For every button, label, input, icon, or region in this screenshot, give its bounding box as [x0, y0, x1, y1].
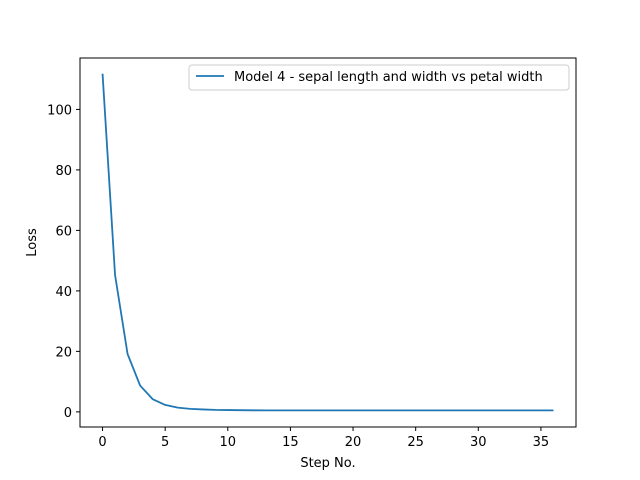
x-tick-label: 30: [470, 435, 487, 450]
x-tick-label: 10: [220, 435, 237, 450]
x-axis-label: Step No.: [300, 456, 355, 471]
y-tick-label: 100: [47, 103, 72, 118]
x-tick-label: 0: [98, 435, 106, 450]
y-tick-label: 20: [55, 345, 72, 360]
legend-box: [188, 64, 570, 91]
x-tick-label: 5: [161, 435, 169, 450]
y-axis-label: Loss: [25, 228, 40, 257]
y-tick-label: 60: [55, 224, 72, 239]
y-tick-label: 80: [55, 164, 72, 179]
y-tick-label: 0: [64, 406, 72, 421]
x-tick-label: 20: [345, 435, 362, 450]
legend: Model 4 - sepal length and width vs peta…: [188, 64, 570, 91]
axes-frame: [79, 57, 577, 428]
x-tick-label: 25: [407, 435, 424, 450]
plot-area: [101, 73, 554, 412]
x-tick-label: 35: [533, 435, 550, 450]
axes: 0 5 10 15 20 25 30 35 0 20 40 60 80 100: [47, 57, 577, 450]
y-tick-label: 40: [55, 285, 72, 300]
legend-label: Model 4 - sepal length and width vs peta…: [234, 70, 543, 85]
x-tick-label: 15: [282, 435, 299, 450]
series-line-0: [101, 73, 554, 412]
